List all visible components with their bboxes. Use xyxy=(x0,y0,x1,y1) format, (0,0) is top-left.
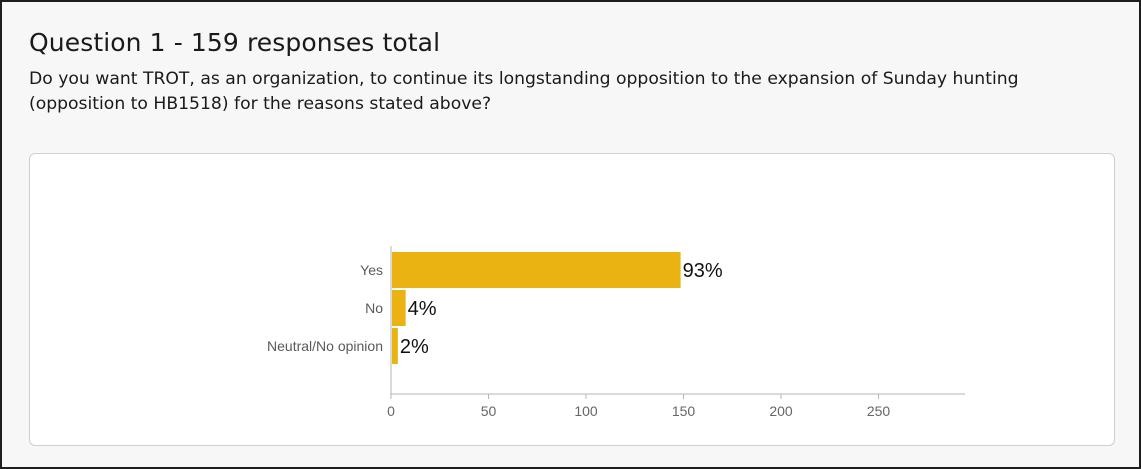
question-title: Question 1 - 159 responses total xyxy=(29,28,441,57)
x-tick-label: 250 xyxy=(867,403,891,419)
category-label: Yes xyxy=(360,262,383,278)
x-tick-label: 50 xyxy=(481,403,497,419)
x-tick-label: 200 xyxy=(769,403,793,419)
question-text: Do you want TROT, as an organization, to… xyxy=(29,69,1019,114)
category-label: Neutral/No opinion xyxy=(267,338,383,354)
data-label: 4% xyxy=(408,298,437,320)
x-tick-label: 150 xyxy=(672,403,696,419)
chart-panel: 0 50 100 150 200 250 Yes 93% No 4% Neutral/No opi… xyxy=(29,153,1115,446)
bar-no xyxy=(392,290,406,326)
data-label: 93% xyxy=(683,260,723,282)
bar-yes xyxy=(392,252,681,288)
x-tick-label: 100 xyxy=(574,403,598,419)
bar-neutral-no-opinion xyxy=(392,328,398,364)
category-label: No xyxy=(365,300,383,316)
data-label: 2% xyxy=(400,336,429,358)
x-tick-label: 0 xyxy=(387,403,395,419)
bar-chart: 0 50 100 150 200 250 Yes 93% No 4% Neutral/No opi… xyxy=(267,246,965,419)
